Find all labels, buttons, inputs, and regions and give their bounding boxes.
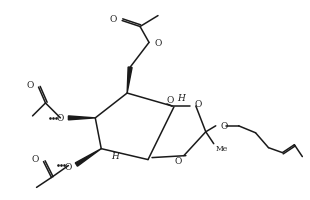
Text: O: O	[26, 80, 33, 89]
Text: H: H	[177, 93, 185, 102]
Text: H: H	[111, 151, 119, 160]
Text: O: O	[154, 39, 162, 48]
Text: O: O	[31, 154, 38, 163]
Polygon shape	[75, 149, 101, 166]
Polygon shape	[127, 68, 132, 94]
Polygon shape	[69, 116, 95, 120]
Text: O: O	[56, 114, 64, 123]
Text: Me: Me	[216, 144, 228, 152]
Text: O: O	[221, 122, 228, 131]
Text: O: O	[110, 15, 117, 24]
Text: O: O	[195, 100, 202, 109]
Text: O: O	[166, 95, 174, 104]
Text: O: O	[175, 156, 182, 165]
Text: O: O	[64, 162, 71, 171]
